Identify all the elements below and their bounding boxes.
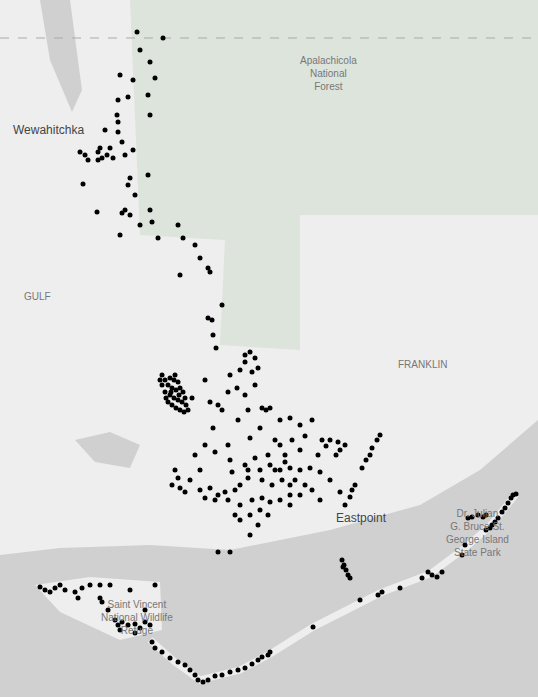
svg-text:Saint VincentNational Wildlife: Saint VincentNational WildlifeRefuge	[101, 599, 173, 636]
svg-text:Eastpoint: Eastpoint	[336, 511, 387, 525]
svg-text:GULF: GULF	[24, 291, 51, 302]
svg-text:Wewahitchka: Wewahitchka	[13, 123, 84, 137]
svg-text:Dr. JulianG. Bruce St.George I: Dr. JulianG. Bruce St.George IslandState…	[446, 508, 509, 558]
svg-text:FRANKLIN: FRANKLIN	[398, 359, 447, 370]
svg-text:ApalachicolaNationalForest: ApalachicolaNationalForest	[300, 55, 357, 92]
